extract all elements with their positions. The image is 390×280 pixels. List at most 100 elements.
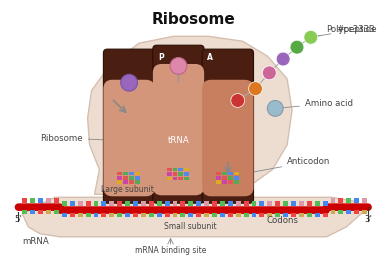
Bar [212,201,217,206]
Bar [291,213,296,216]
Bar [196,201,201,206]
Bar [117,181,122,184]
Bar [181,201,185,206]
Bar [133,213,138,216]
Bar [165,201,170,206]
Bar [220,201,225,206]
Bar [244,201,248,206]
Bar [129,172,134,175]
Bar [184,168,189,171]
Bar [141,201,146,206]
Bar [222,176,227,179]
Bar [30,210,35,214]
Bar [117,213,122,216]
Bar [220,213,225,216]
Bar [299,213,304,216]
Bar [228,213,233,216]
FancyBboxPatch shape [103,80,155,196]
Bar [236,213,241,216]
Text: Small subunit: Small subunit [164,222,216,231]
Bar [172,172,177,176]
Bar [222,172,227,175]
Bar [323,213,328,216]
Bar [184,172,189,176]
Text: Anticodon: Anticodon [243,157,330,174]
Ellipse shape [248,82,262,95]
Bar [129,181,134,184]
Bar [228,172,233,175]
Bar [109,201,114,206]
Bar [78,201,83,206]
FancyBboxPatch shape [153,45,204,203]
Text: mRNA: mRNA [22,237,49,246]
Text: Ribosome: Ribosome [151,11,235,27]
Bar [184,177,189,180]
FancyBboxPatch shape [202,49,254,203]
Bar [228,201,233,206]
Bar [362,198,367,203]
Bar [216,176,221,179]
Bar [179,168,183,171]
Bar [149,201,154,206]
Bar [38,198,43,203]
Bar [299,201,304,206]
Bar [135,172,140,175]
Bar [141,213,146,216]
Bar [307,201,312,206]
Bar [54,198,59,203]
Bar [346,210,351,214]
Bar [101,213,106,216]
Bar [123,172,128,175]
Text: A: A [207,53,213,62]
Bar [234,181,239,184]
Text: 3': 3' [364,214,372,223]
Bar [133,201,138,206]
Bar [46,198,51,203]
Bar [62,201,67,206]
Bar [291,201,296,206]
Polygon shape [88,36,292,197]
FancyBboxPatch shape [202,80,254,196]
Bar [172,168,177,171]
Bar [167,177,172,180]
Bar [212,213,217,216]
Bar [204,213,209,216]
Ellipse shape [267,101,283,116]
Bar [86,201,90,206]
Bar [125,201,130,206]
Bar [157,213,162,216]
Bar [222,181,227,184]
Bar [331,210,335,214]
Bar [188,213,193,216]
Ellipse shape [121,74,138,91]
Bar [188,201,193,206]
Bar [78,213,83,216]
Text: mRNA binding site: mRNA binding site [135,246,206,255]
Bar [157,201,162,206]
Bar [234,176,239,179]
Bar [30,198,35,203]
Bar [135,176,140,179]
Bar [315,201,320,206]
Bar [117,176,122,179]
Bar [129,176,134,179]
Text: Amino acid: Amino acid [278,99,353,108]
Bar [165,213,170,216]
Bar [259,201,264,206]
Bar [172,201,177,206]
FancyBboxPatch shape [153,64,204,195]
Bar [22,210,27,214]
Bar [179,172,183,176]
Ellipse shape [276,52,290,66]
Bar [323,201,328,206]
Bar [228,181,233,184]
Polygon shape [22,197,364,237]
Bar [339,210,343,214]
Bar [354,198,359,203]
Bar [123,176,128,179]
Bar [46,210,51,214]
Bar [315,213,320,216]
Text: #cc3333: #cc3333 [314,25,375,37]
Bar [109,213,114,216]
Bar [339,198,343,203]
